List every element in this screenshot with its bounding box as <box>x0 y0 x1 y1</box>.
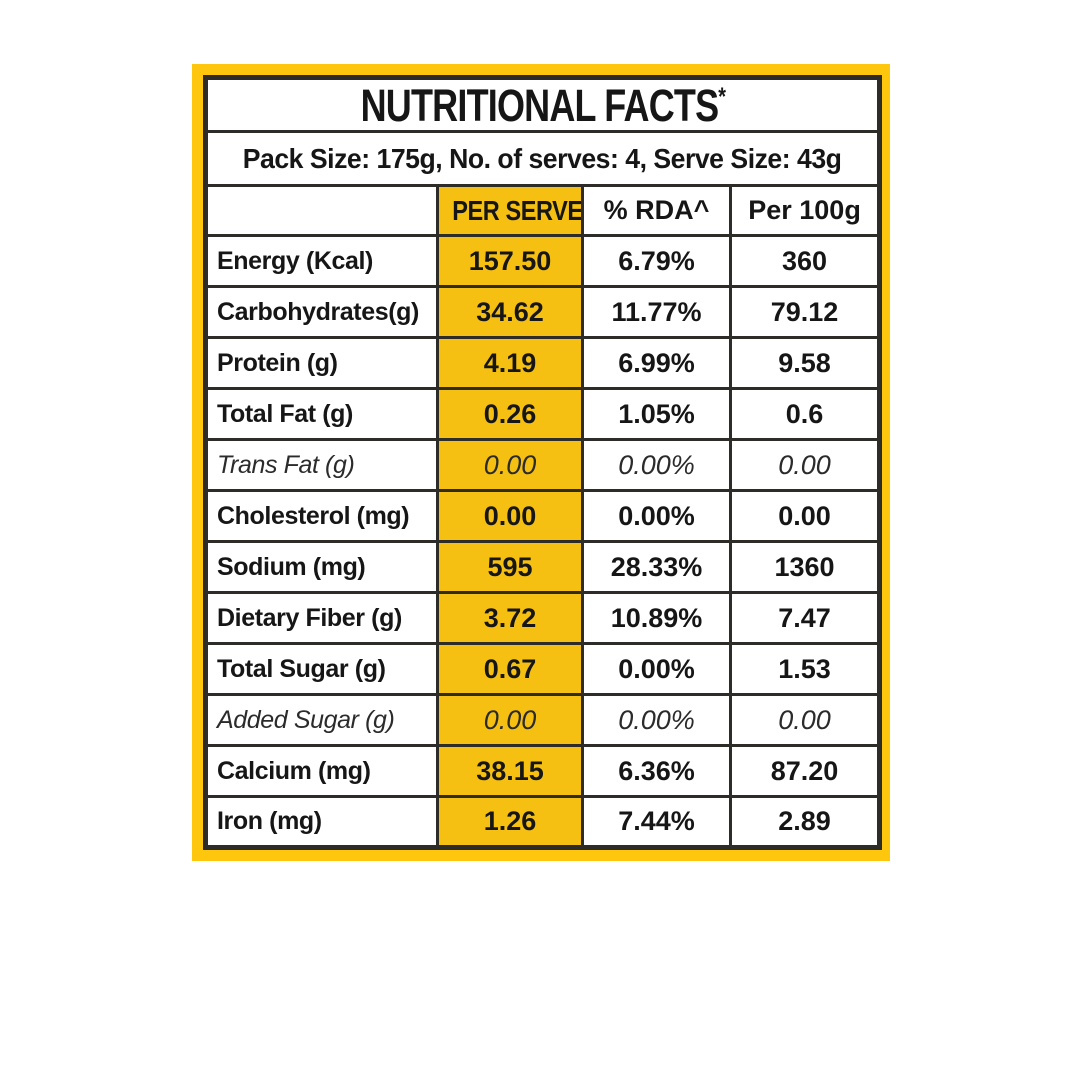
per-serve-value: 157.50 <box>436 234 584 288</box>
per-serve-value: 34.62 <box>436 285 584 339</box>
per-100g-value: 0.00 <box>728 438 882 492</box>
per-serve-value: 4.19 <box>436 336 584 390</box>
per-serve-value: 595 <box>436 540 584 594</box>
title-asterisk: * <box>717 83 726 111</box>
rda-value: 0.00% <box>581 438 732 492</box>
row-label: Carbohydrates(g) <box>204 285 439 339</box>
rda-value: 6.99% <box>581 336 732 390</box>
rda-value: 0.00% <box>581 693 732 747</box>
rda-value: 10.89% <box>581 591 732 645</box>
row-label: Total Fat (g) <box>204 387 439 441</box>
per-serve-header-text: PER SERVE* <box>452 194 583 226</box>
per-100g-value: 0.00 <box>728 693 882 747</box>
per-100g-value: 0.00 <box>728 489 882 543</box>
row-label: Sodium (mg) <box>204 540 439 594</box>
table-row-carbohydrates: Carbohydrates(g) 34.62 11.77% 79.12 <box>204 285 882 339</box>
per-serve-value: 0.00 <box>436 693 584 747</box>
pack-info-row: Pack Size: 175g, No. of serves: 4, Serve… <box>203 130 882 187</box>
column-header-per-serve: PER SERVE* <box>436 184 584 237</box>
title-row: NUTRITIONAL FACTS* <box>203 76 882 133</box>
table-row-total-sugar: Total Sugar (g) 0.67 0.00% 1.53 <box>204 642 882 696</box>
title-text: NUTRITIONAL FACTS <box>360 79 719 131</box>
per-serve-value: 3.72 <box>436 591 584 645</box>
row-label: Iron (mg) <box>204 795 439 849</box>
row-label: Trans Fat (g) <box>204 438 439 492</box>
nutrition-label: NUTRITIONAL FACTS* Pack Size: 175g, No. … <box>192 64 890 861</box>
rda-value: 6.36% <box>581 744 732 798</box>
column-header-per-100g: Per 100g <box>728 184 882 237</box>
row-label: Calcium (mg) <box>204 744 439 798</box>
per-100g-value: 2.89 <box>728 795 882 849</box>
per-serve-value: 0.67 <box>436 642 584 696</box>
rda-value: 28.33% <box>581 540 732 594</box>
row-label: Protein (g) <box>204 336 439 390</box>
rda-value: 7.44% <box>581 795 732 849</box>
column-header-row: PER SERVE* % RDA^ Per 100g <box>204 184 882 237</box>
table-row-sodium: Sodium (mg) 595 28.33% 1360 <box>204 540 882 594</box>
per-100g-value: 1.53 <box>728 642 882 696</box>
per-100g-value: 0.6 <box>728 387 882 441</box>
row-label: Energy (Kcal) <box>204 234 439 288</box>
table-row-protein: Protein (g) 4.19 6.99% 9.58 <box>204 336 882 390</box>
rda-value: 6.79% <box>581 234 732 288</box>
table-row-cholesterol: Cholesterol (mg) 0.00 0.00% 0.00 <box>204 489 882 543</box>
table-row-trans-fat: Trans Fat (g) 0.00 0.00% 0.00 <box>204 438 882 492</box>
row-label: Added Sugar (g) <box>204 693 439 747</box>
column-header-item <box>204 184 439 237</box>
per-100g-value: 87.20 <box>728 744 882 798</box>
rda-value: 0.00% <box>581 642 732 696</box>
per-100g-value: 79.12 <box>728 285 882 339</box>
table-row-calcium: Calcium (mg) 38.15 6.36% 87.20 <box>204 744 882 798</box>
table-row-energy: Energy (Kcal) 157.50 6.79% 360 <box>204 234 882 288</box>
per-100g-value: 1360 <box>728 540 882 594</box>
row-label: Cholesterol (mg) <box>204 489 439 543</box>
table-row-dietary-fiber: Dietary Fiber (g) 3.72 10.89% 7.47 <box>204 591 882 645</box>
per-100g-value: 360 <box>728 234 882 288</box>
per-serve-value: 1.26 <box>436 795 584 849</box>
per-serve-value: 38.15 <box>436 744 584 798</box>
per-100g-value: 9.58 <box>728 336 882 390</box>
table-row-added-sugar: Added Sugar (g) 0.00 0.00% 0.00 <box>204 693 882 747</box>
pack-info-text: Pack Size: 175g, No. of serves: 4, Serve… <box>243 142 842 174</box>
label-title: NUTRITIONAL FACTS* <box>203 76 882 133</box>
table-row-total-fat: Total Fat (g) 0.26 1.05% 0.6 <box>204 387 882 441</box>
per-serve-value: 0.26 <box>436 387 584 441</box>
rda-value: 11.77% <box>581 285 732 339</box>
rda-value: 1.05% <box>581 387 732 441</box>
nutrition-table: NUTRITIONAL FACTS* Pack Size: 175g, No. … <box>203 75 883 850</box>
rda-value: 0.00% <box>581 489 732 543</box>
row-label: Total Sugar (g) <box>204 642 439 696</box>
pack-info-cell: Pack Size: 175g, No. of serves: 4, Serve… <box>203 130 882 187</box>
column-header-rda: % RDA^ <box>581 184 732 237</box>
table-row-iron: Iron (mg) 1.26 7.44% 2.89 <box>204 795 882 849</box>
per-100g-value: 7.47 <box>728 591 882 645</box>
per-serve-value: 0.00 <box>436 489 584 543</box>
row-label: Dietary Fiber (g) <box>204 591 439 645</box>
per-serve-value: 0.00 <box>436 438 584 492</box>
